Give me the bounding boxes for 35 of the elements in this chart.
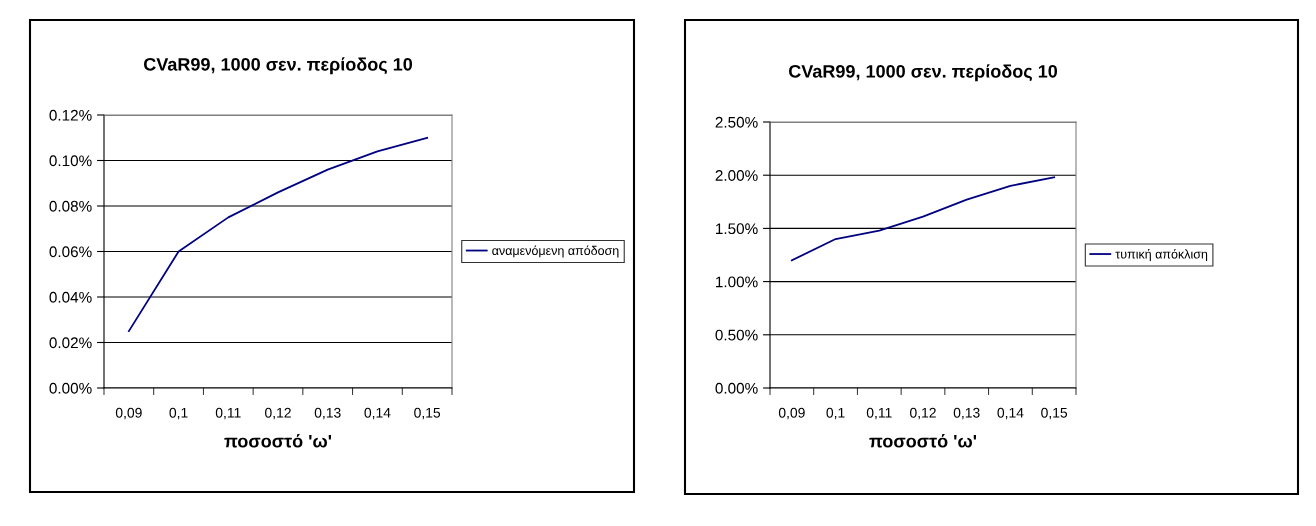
x-tick-label: 0,14	[364, 407, 391, 420]
x-tick-label: 0,15	[1041, 407, 1068, 420]
legend-label: αναμενόμενη απόδοση	[492, 245, 619, 258]
y-tick-label: 1.00%	[716, 276, 758, 288]
y-tick-label: 0.50%	[715, 329, 758, 341]
y-tick-label: 0.00%	[715, 382, 758, 394]
y-tick-label: 0.08%	[49, 200, 92, 212]
x-tick-label: 0,09	[115, 407, 142, 420]
x-tick-label: 0,09	[778, 407, 805, 420]
line-series	[790, 176, 1056, 262]
x-tick-label: 0,11	[215, 407, 241, 420]
y-tick-label: 0.10%	[49, 155, 92, 167]
x-tick-label: 0,12	[265, 407, 291, 420]
x-tick-label: 0,11	[866, 407, 892, 420]
y-tick-label: 0.00%	[49, 382, 92, 394]
y-tick-label: 0.06%	[49, 246, 92, 258]
y-tick-label: 0.02%	[49, 337, 92, 349]
x-tick-label: 0,12	[910, 407, 936, 420]
line-series	[127, 136, 429, 333]
x-tick-label: 0,13	[953, 407, 980, 420]
x-tick-label: 0,15	[414, 407, 441, 420]
y-tick-label: 1.50%	[716, 223, 758, 235]
x-tick-label: 0,1	[169, 407, 188, 420]
y-tick-label: 2.00%	[715, 170, 758, 181]
x-tick-label: 0,1	[826, 407, 845, 420]
x-tick-label: 0,13	[314, 407, 341, 420]
y-tick-label: 0.04%	[49, 291, 92, 303]
legend-label: τυπική απόκλιση	[1115, 248, 1208, 261]
chart-title: CVaR99, 1000 σεν. περίοδος 10	[788, 64, 1058, 82]
y-tick-label: 2.50%	[715, 116, 758, 128]
x-tick-label: 0,14	[997, 407, 1024, 420]
x-axis-title: ποσοστό 'ω'	[224, 434, 332, 448]
x-axis-title: ποσοστό 'ω'	[869, 434, 977, 448]
y-tick-label: 0.12%	[49, 109, 92, 121]
chart-title: CVaR99, 1000 σεν. περίοδος 10	[143, 57, 413, 75]
